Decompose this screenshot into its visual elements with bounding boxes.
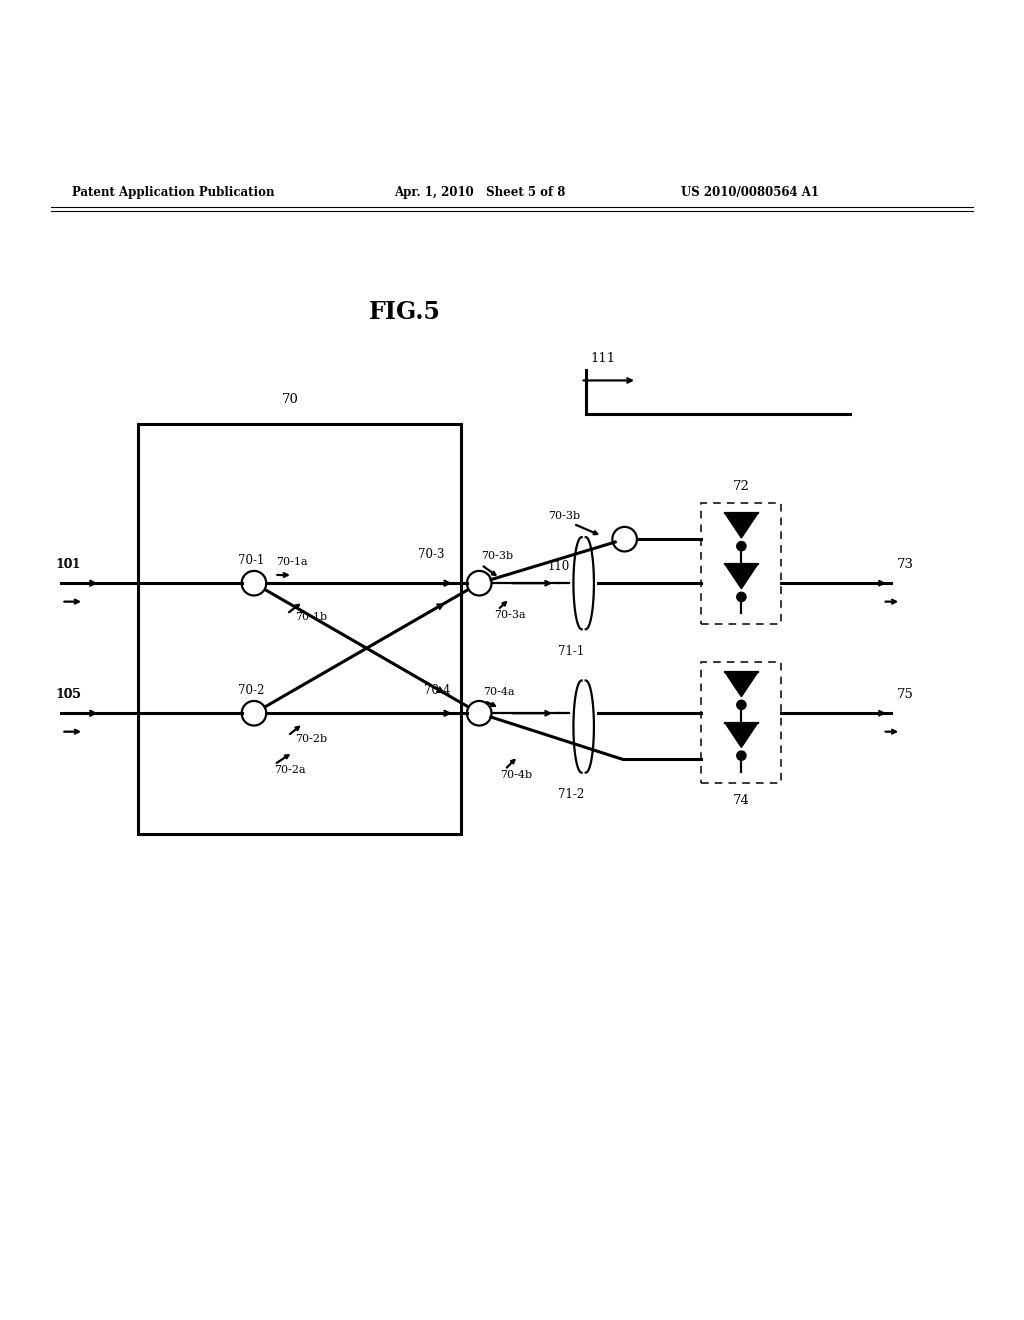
Bar [701, 503, 781, 624]
Text: 70-2a: 70-2a [274, 764, 306, 775]
Text: 70-2: 70-2 [238, 684, 264, 697]
Text: Apr. 1, 2010   Sheet 5 of 8: Apr. 1, 2010 Sheet 5 of 8 [394, 186, 565, 198]
Bar [138, 425, 461, 834]
Text: 72: 72 [733, 480, 750, 494]
Text: 70-3b: 70-3b [481, 550, 513, 561]
Text: 71-2: 71-2 [558, 788, 585, 801]
Text: 70-2b: 70-2b [295, 734, 327, 744]
Text: 70-1a: 70-1a [276, 557, 308, 566]
Polygon shape [725, 723, 758, 747]
Polygon shape [725, 564, 758, 589]
Text: 70-4a: 70-4a [483, 686, 515, 697]
Text: 70-3b: 70-3b [548, 511, 580, 520]
Circle shape [737, 593, 745, 602]
Polygon shape [725, 672, 758, 697]
Text: 70-3: 70-3 [418, 548, 444, 561]
Text: 111: 111 [591, 352, 616, 366]
Text: 71-1: 71-1 [558, 645, 585, 657]
Text: 74: 74 [733, 795, 750, 808]
Text: 70-3a: 70-3a [495, 610, 526, 620]
Text: 110: 110 [548, 560, 570, 573]
Text: 70-4: 70-4 [424, 684, 451, 697]
Text: 70-1b: 70-1b [295, 612, 327, 622]
Text: 70-4b: 70-4b [500, 770, 531, 780]
Text: 105: 105 [56, 688, 82, 701]
Polygon shape [725, 513, 758, 539]
Text: 70-1: 70-1 [238, 554, 264, 566]
Text: 70: 70 [282, 393, 298, 407]
Text: Patent Application Publication: Patent Application Publication [72, 186, 274, 198]
Circle shape [737, 751, 745, 760]
Text: 105: 105 [55, 688, 81, 701]
Circle shape [737, 541, 745, 550]
Text: 75: 75 [897, 688, 913, 701]
Text: 73: 73 [897, 558, 914, 572]
Bar [701, 663, 781, 783]
Text: US 2010/0080564 A1: US 2010/0080564 A1 [681, 186, 819, 198]
Circle shape [737, 701, 745, 709]
Text: 101: 101 [56, 558, 82, 572]
Text: FIG.5: FIG.5 [369, 300, 440, 323]
Text: 101: 101 [55, 558, 81, 572]
